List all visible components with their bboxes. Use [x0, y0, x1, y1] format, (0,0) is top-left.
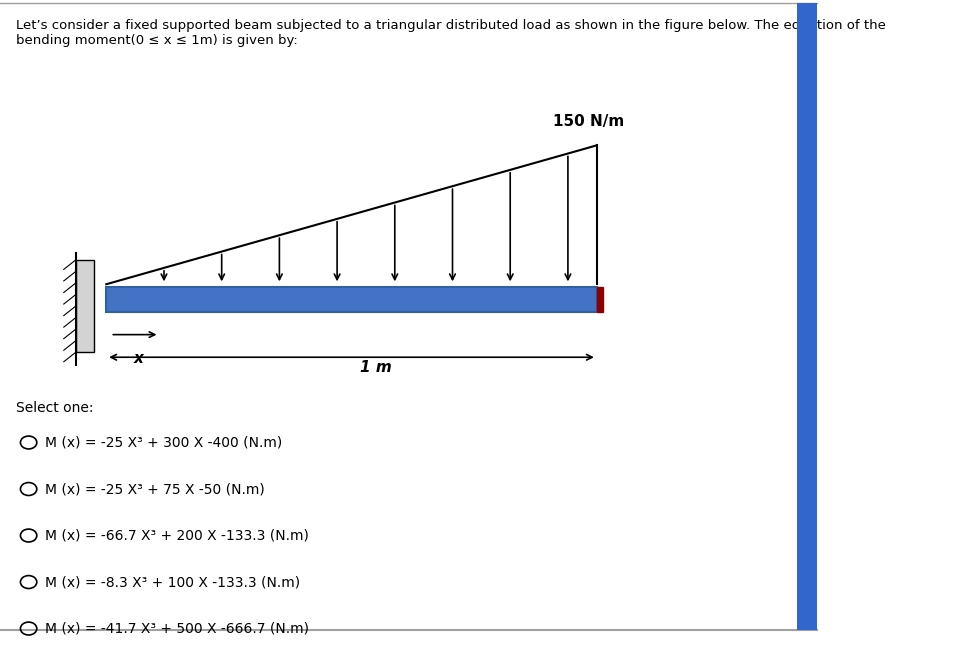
Text: M (x) = -66.7 X³ + 200 X -133.3 (N.m): M (x) = -66.7 X³ + 200 X -133.3 (N.m): [45, 528, 309, 543]
Bar: [797, 3, 817, 630]
Text: 1 m: 1 m: [361, 360, 392, 375]
Text: M (x) = -8.3 X³ + 100 X -133.3 (N.m): M (x) = -8.3 X³ + 100 X -133.3 (N.m): [45, 575, 300, 589]
Text: x: x: [134, 351, 144, 366]
Text: M (x) = -25 X³ + 75 X -50 (N.m): M (x) = -25 X³ + 75 X -50 (N.m): [45, 482, 265, 496]
Text: M (x) = -41.7 X³ + 500 X -666.7 (N.m): M (x) = -41.7 X³ + 500 X -666.7 (N.m): [45, 621, 309, 636]
Text: Select one:: Select one:: [16, 401, 94, 415]
Bar: [596, 287, 603, 312]
Bar: [76, 260, 94, 352]
Text: 150 N/m: 150 N/m: [553, 114, 624, 129]
Bar: [106, 287, 596, 312]
Text: M (x) = -25 X³ + 300 X -400 (N.m): M (x) = -25 X³ + 300 X -400 (N.m): [45, 435, 282, 450]
Text: Let’s consider a fixed supported beam subjected to a triangular distributed load: Let’s consider a fixed supported beam su…: [16, 19, 886, 47]
